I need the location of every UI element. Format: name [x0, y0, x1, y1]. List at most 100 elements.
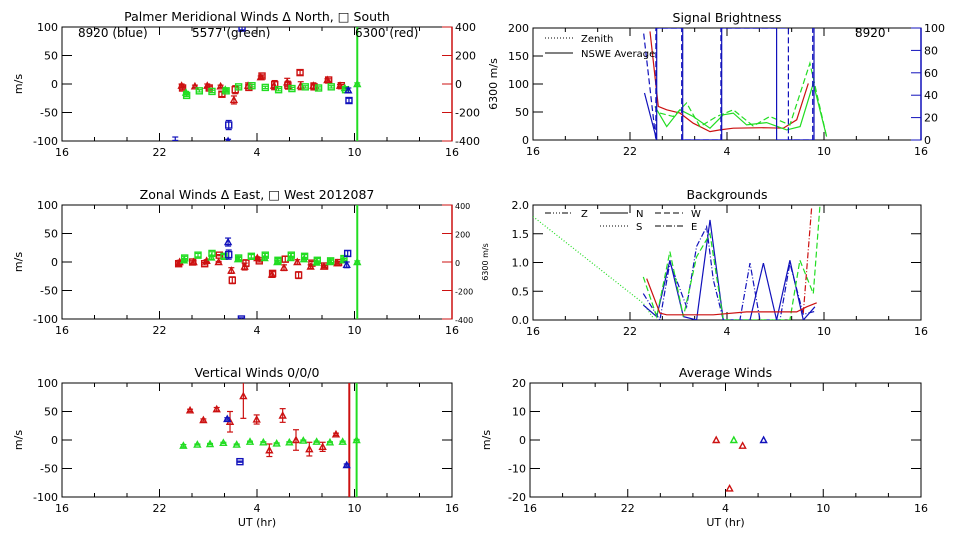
x-tick-label: 16 [55, 146, 69, 159]
right-tick-label: 60 [924, 67, 938, 80]
legend-label: W [691, 209, 701, 220]
data-point-triangle [353, 257, 362, 266]
series-line-blue [642, 224, 816, 320]
data-point-triangle [190, 81, 200, 90]
right-tick-label: 0 [455, 78, 462, 91]
y-axis-label: m/s [480, 430, 493, 450]
y-tick-label: 0 [522, 134, 529, 147]
y-tick-label: -10 [508, 463, 526, 476]
data-point-triangle [205, 439, 215, 448]
series-line-blue [643, 28, 814, 140]
data-point-triangle [299, 436, 308, 444]
data-point-square [326, 257, 335, 265]
plot-area [174, 205, 362, 319]
data-point-square [324, 76, 333, 84]
data-point-triangle [729, 435, 738, 444]
x-tick-label: 16 [445, 324, 459, 337]
legend-label: E [691, 222, 697, 233]
y-tick-label: 2.0 [512, 199, 530, 212]
series-line-blue [642, 219, 816, 320]
x-tick-label: 10 [817, 325, 831, 338]
data-point-square [327, 83, 335, 91]
panel-3 [532, 27, 922, 141]
plot-frame [61, 26, 453, 142]
x-axis-label: UT (hr) [706, 516, 744, 529]
data-point-triangle [189, 257, 198, 266]
x-tick-label: 22 [621, 502, 635, 515]
data-point-square [248, 82, 256, 90]
right-tick-label: -400 [455, 135, 480, 148]
data-point-triangle [331, 429, 341, 438]
x-tick-label: 4 [254, 324, 261, 337]
right-tick-label: 200 [455, 50, 476, 63]
x-tick-label: 16 [55, 502, 69, 515]
data-point-square [180, 254, 189, 262]
data-point-triangle [225, 136, 231, 141]
data-point-triangle [285, 437, 294, 446]
right-tick-label: 400 [455, 202, 470, 211]
plot-frame [532, 204, 922, 321]
data-point-triangle [291, 435, 301, 444]
data-point-square [194, 251, 202, 259]
legend-label: NSWE Average [581, 49, 655, 60]
data-point-square [288, 84, 296, 93]
x-tick-label: 16 [526, 325, 540, 338]
x-tick-label: 16 [914, 145, 928, 158]
data-point-triangle [712, 435, 721, 444]
plot-area [533, 205, 821, 320]
data-point-triangle [278, 411, 287, 419]
plot-area [643, 28, 828, 140]
data-point-square [225, 121, 233, 129]
x-tick-label: 22 [623, 325, 637, 338]
y-tick-label: 10 [512, 406, 526, 419]
y-tick-label: -50 [40, 107, 58, 120]
y-tick-label: 200 [508, 22, 529, 35]
panel-5 [529, 382, 922, 498]
panel-0 [61, 26, 453, 142]
y-axis-label: m/s [12, 430, 25, 450]
data-point-square [208, 249, 216, 258]
data-point-triangle [252, 415, 261, 423]
series-line-blue [643, 28, 815, 140]
data-point-triangle [223, 414, 232, 423]
data-point-triangle [227, 266, 236, 274]
series-line-red [646, 278, 817, 316]
x-tick-label: 16 [914, 502, 928, 515]
data-point-square [314, 84, 323, 92]
y-tick-label: 150 [508, 50, 529, 63]
x-tick-label: 4 [724, 145, 731, 158]
x-tick-label: 10 [348, 502, 362, 515]
right-tick-label: 100 [924, 22, 945, 35]
data-point-triangle [229, 95, 239, 104]
right-tick-label: 400 [455, 21, 476, 34]
data-point-square [178, 84, 187, 92]
x-tick-label: 10 [816, 502, 830, 515]
data-point-triangle [312, 437, 321, 445]
panel-title: Vertical Winds 0/0/0 [195, 365, 320, 380]
series-line-red [649, 31, 809, 133]
x-tick-label: 16 [526, 145, 540, 158]
y-tick-label: 0 [51, 434, 58, 447]
data-point-square [271, 80, 279, 89]
y-tick-label: 0.5 [512, 285, 530, 298]
legend-label: Zenith [581, 34, 613, 45]
data-point-triangle [179, 441, 188, 449]
y-tick-label: 50 [44, 406, 58, 419]
panel-title: Signal Brightness [673, 10, 782, 25]
panel-annotation: 8920 (blue) [78, 26, 148, 40]
data-point-triangle [259, 437, 268, 446]
panel-1 [61, 204, 453, 320]
y-tick-label: 1.5 [512, 228, 530, 241]
y-tick-label: 100 [37, 21, 58, 34]
y-tick-label: 50 [44, 50, 58, 63]
x-tick-label: 4 [254, 502, 261, 515]
data-point-square [261, 83, 269, 92]
data-point-triangle [199, 415, 208, 424]
data-point-square [296, 68, 304, 77]
data-point-square [208, 87, 216, 96]
x-tick-label: 16 [914, 325, 928, 338]
data-point-square [225, 250, 233, 259]
y-tick-label: 50 [44, 228, 58, 241]
plot-area [712, 435, 768, 492]
